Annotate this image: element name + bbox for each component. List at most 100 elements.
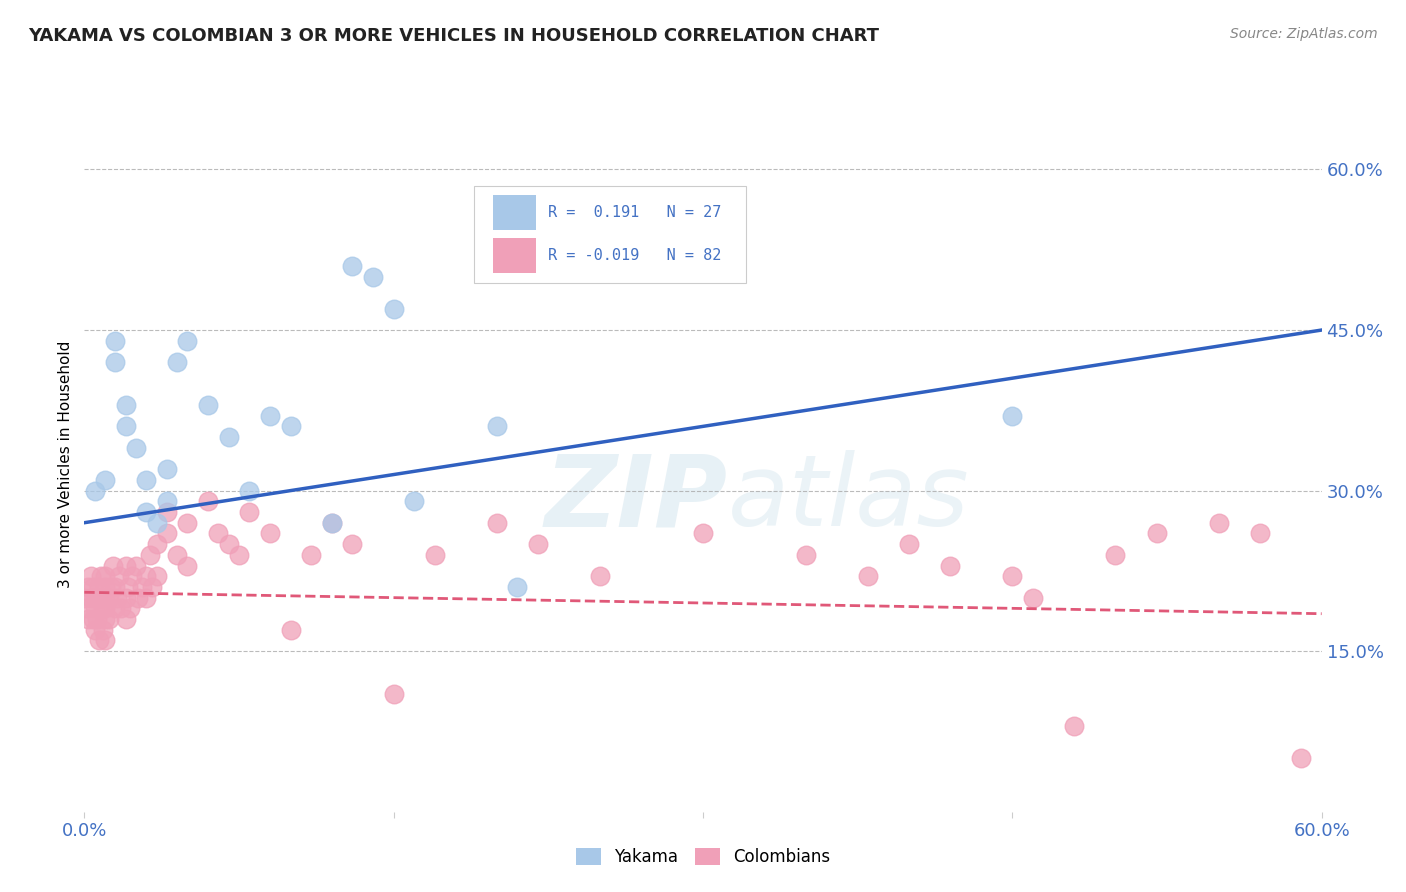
Point xyxy=(108,569,131,583)
Point xyxy=(86,591,108,605)
Point xyxy=(506,580,529,594)
Point xyxy=(114,558,136,573)
Point xyxy=(1001,569,1024,583)
Point xyxy=(218,537,240,551)
Point xyxy=(91,601,114,615)
Point xyxy=(259,526,281,541)
Point xyxy=(98,612,121,626)
Point xyxy=(176,516,198,530)
Point xyxy=(485,419,508,434)
Point xyxy=(145,516,167,530)
Point xyxy=(382,687,405,701)
Point xyxy=(94,633,117,648)
Text: ZIP: ZIP xyxy=(544,450,728,547)
Point xyxy=(114,419,136,434)
Point xyxy=(156,494,179,508)
Point xyxy=(527,537,550,551)
Point xyxy=(238,483,260,498)
Point xyxy=(218,430,240,444)
Text: atlas: atlas xyxy=(728,450,969,547)
Point xyxy=(94,569,117,583)
Y-axis label: 3 or more Vehicles in Household: 3 or more Vehicles in Household xyxy=(58,340,73,588)
Point xyxy=(176,558,198,573)
Point xyxy=(141,580,163,594)
Point xyxy=(83,483,105,498)
Point xyxy=(87,633,110,648)
Point xyxy=(898,537,921,551)
Point xyxy=(77,580,100,594)
Point xyxy=(176,334,198,348)
Point xyxy=(280,419,302,434)
Point xyxy=(114,612,136,626)
Text: R =  0.191   N = 27: R = 0.191 N = 27 xyxy=(548,205,721,220)
Point xyxy=(86,612,108,626)
Point xyxy=(197,494,219,508)
Point xyxy=(197,398,219,412)
Point xyxy=(135,569,157,583)
Point xyxy=(83,601,105,615)
Point xyxy=(82,580,104,594)
Point xyxy=(90,591,112,605)
Point xyxy=(94,580,117,594)
Point xyxy=(75,601,97,615)
Point xyxy=(342,259,364,273)
Point xyxy=(104,580,127,594)
Point xyxy=(104,355,127,369)
Point xyxy=(145,569,167,583)
Point xyxy=(114,398,136,412)
Point xyxy=(83,591,105,605)
Point xyxy=(145,537,167,551)
Point xyxy=(207,526,229,541)
Point xyxy=(228,548,250,562)
Point xyxy=(94,612,117,626)
Point xyxy=(1289,751,1312,765)
Point xyxy=(259,409,281,423)
Point xyxy=(118,601,141,615)
FancyBboxPatch shape xyxy=(492,238,536,273)
Point xyxy=(90,569,112,583)
Text: Source: ZipAtlas.com: Source: ZipAtlas.com xyxy=(1230,27,1378,41)
Point xyxy=(342,537,364,551)
Point xyxy=(82,612,104,626)
Point xyxy=(139,548,162,562)
Point xyxy=(299,548,322,562)
Point xyxy=(105,591,128,605)
Point xyxy=(77,612,100,626)
Point xyxy=(423,548,446,562)
Legend: Yakama, Colombians: Yakama, Colombians xyxy=(569,841,837,873)
Point xyxy=(131,580,153,594)
Text: R = -0.019   N = 82: R = -0.019 N = 82 xyxy=(548,248,721,263)
Point xyxy=(1063,719,1085,733)
Point xyxy=(79,569,101,583)
Point xyxy=(110,601,132,615)
Point xyxy=(382,301,405,316)
Point xyxy=(939,558,962,573)
Point xyxy=(280,623,302,637)
Point xyxy=(1146,526,1168,541)
Point xyxy=(166,548,188,562)
Point xyxy=(404,494,426,508)
Point xyxy=(127,591,149,605)
Point xyxy=(117,580,139,594)
Point xyxy=(94,473,117,487)
Point xyxy=(1022,591,1045,605)
Point xyxy=(485,516,508,530)
Point xyxy=(135,505,157,519)
Point xyxy=(321,516,343,530)
Point xyxy=(125,558,148,573)
Point xyxy=(91,623,114,637)
Point xyxy=(100,580,122,594)
Point xyxy=(121,569,143,583)
Point xyxy=(361,269,384,284)
Text: YAKAMA VS COLOMBIAN 3 OR MORE VEHICLES IN HOUSEHOLD CORRELATION CHART: YAKAMA VS COLOMBIAN 3 OR MORE VEHICLES I… xyxy=(28,27,879,45)
Point xyxy=(589,569,612,583)
Point xyxy=(103,558,125,573)
Point xyxy=(114,591,136,605)
Point xyxy=(125,441,148,455)
Point xyxy=(98,591,121,605)
Point xyxy=(135,591,157,605)
Point xyxy=(104,334,127,348)
Point xyxy=(83,623,105,637)
Point xyxy=(87,580,110,594)
Point xyxy=(238,505,260,519)
